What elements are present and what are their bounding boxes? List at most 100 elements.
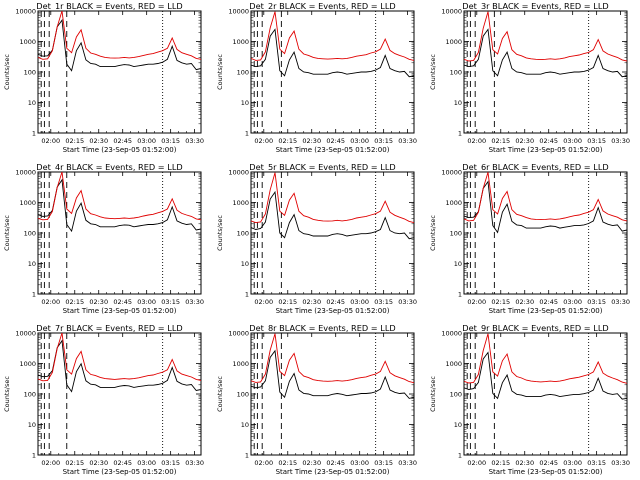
x-tick-label: 03:15	[374, 137, 393, 145]
panel-title: Det_5r BLACK = Events, RED = LLD	[249, 162, 395, 172]
x-tick-label: 02:45	[539, 298, 558, 306]
y-tick-label: 1000	[445, 199, 462, 207]
panel-det-6: Det_6r BLACK = Events, RED = LLD Start Ti…	[429, 162, 630, 315]
panel-title: Det_9r BLACK = Events, RED = LLD	[462, 323, 608, 333]
x-tick-label: 02:00	[41, 298, 60, 306]
x-tick-label: 03:15	[374, 298, 393, 306]
x-tick-label: 03:00	[563, 298, 582, 306]
x-tick-label: 02:15	[491, 298, 510, 306]
series-events-line	[251, 190, 414, 240]
x-tick-label: 02:00	[467, 459, 486, 467]
x-tick-label: 02:00	[254, 137, 273, 145]
x-tick-label: 02:30	[302, 298, 321, 306]
x-tick-label: 02:15	[65, 137, 84, 145]
y-axis-label: Counts/sec	[429, 215, 437, 251]
x-tick-label: 03:30	[611, 459, 630, 467]
y-tick-label: 10000	[15, 330, 36, 338]
y-tick-label: 1000	[232, 360, 249, 368]
x-tick-label: 02:30	[302, 459, 321, 467]
x-tick-label: 02:00	[254, 459, 273, 467]
y-tick-label: 1	[245, 452, 249, 460]
panel-title: Det_7r BLACK = Events, RED = LLD	[36, 323, 182, 333]
y-axis-label: Counts/sec	[3, 376, 11, 412]
y-tick-label: 1	[32, 452, 36, 460]
y-tick-label: 100	[450, 391, 462, 399]
y-tick-label: 100	[24, 230, 36, 238]
x-tick-label: 02:15	[278, 137, 297, 145]
panel-det-8: Det_8r BLACK = Events, RED = LLD Start Ti…	[216, 323, 417, 476]
y-tick-label: 10	[454, 99, 462, 107]
y-tick-label: 100	[237, 69, 249, 77]
y-tick-label: 1000	[232, 38, 249, 46]
x-axis-label: Start Time (23-Sep-05 01:52:00)	[276, 468, 390, 476]
series-lld-line	[38, 11, 201, 60]
x-tick-label: 03:15	[587, 298, 606, 306]
x-tick-label: 02:30	[89, 459, 108, 467]
x-axis-label: Start Time (23-Sep-05 01:52:00)	[489, 146, 603, 154]
series-lld-line	[38, 172, 201, 221]
x-tick-label: 02:45	[539, 137, 558, 145]
y-tick-label: 1	[32, 291, 36, 299]
x-tick-label: 02:00	[41, 137, 60, 145]
x-tick-label: 03:00	[137, 137, 156, 145]
y-tick-label: 1	[458, 291, 462, 299]
y-tick-label: 10	[241, 99, 249, 107]
panel-det-7: Det_7r BLACK = Events, RED = LLD Start Ti…	[3, 323, 204, 476]
x-tick-label: 02:15	[491, 137, 510, 145]
x-tick-label: 02:45	[326, 459, 345, 467]
y-tick-label: 1000	[19, 360, 36, 368]
x-tick-label: 02:45	[113, 298, 132, 306]
x-tick-label: 02:30	[515, 459, 534, 467]
x-tick-label: 03:30	[611, 298, 630, 306]
series-lld-line	[251, 172, 414, 224]
x-axis-label: Start Time (23-Sep-05 01:52:00)	[489, 468, 603, 476]
y-tick-label: 10000	[15, 8, 36, 16]
panel-det-1: Det_1r BLACK = Events, RED = LLD Start Ti…	[3, 1, 204, 154]
y-tick-label: 10	[28, 421, 36, 429]
x-tick-label: 03:00	[137, 298, 156, 306]
x-tick-label: 02:45	[113, 459, 132, 467]
y-tick-label: 1000	[19, 199, 36, 207]
x-axis-label: Start Time (23-Sep-05 01:52:00)	[276, 146, 390, 154]
series-events-line	[464, 28, 627, 78]
x-tick-label: 02:15	[278, 459, 297, 467]
y-tick-label: 100	[237, 391, 249, 399]
series-lld-line	[464, 11, 627, 62]
x-tick-label: 03:15	[161, 137, 180, 145]
x-tick-label: 03:00	[137, 459, 156, 467]
series-events-line	[251, 28, 414, 78]
y-axis-label: Counts/sec	[216, 54, 224, 90]
x-tick-label: 02:30	[89, 137, 108, 145]
panel-title: Det_4r BLACK = Events, RED = LLD	[36, 162, 182, 172]
x-tick-label: 03:30	[185, 298, 204, 306]
y-axis-label: Counts/sec	[3, 54, 11, 90]
y-axis-label: Counts/sec	[216, 215, 224, 251]
x-tick-label: 03:00	[350, 459, 369, 467]
y-tick-label: 1	[245, 130, 249, 138]
panel-det-9: Det_9r BLACK = Events, RED = LLD Start Ti…	[429, 323, 630, 476]
y-tick-label: 100	[450, 69, 462, 77]
y-tick-label: 10000	[228, 8, 249, 16]
x-tick-label: 03:00	[563, 137, 582, 145]
y-axis-label: Counts/sec	[3, 215, 11, 251]
panel-title: Det_2r BLACK = Events, RED = LLD	[249, 1, 395, 11]
x-tick-label: 03:00	[350, 137, 369, 145]
series-events-line	[38, 339, 201, 393]
panel-det-3: Det_3r BLACK = Events, RED = LLD Start Ti…	[429, 1, 630, 154]
x-axis-label: Start Time (23-Sep-05 01:52:00)	[489, 307, 603, 315]
y-tick-label: 10000	[441, 8, 462, 16]
x-tick-label: 02:30	[89, 298, 108, 306]
y-tick-label: 10	[454, 421, 462, 429]
x-tick-label: 02:30	[302, 137, 321, 145]
x-tick-label: 02:00	[467, 137, 486, 145]
y-tick-label: 1	[32, 130, 36, 138]
series-lld-line	[251, 333, 414, 384]
series-events-line	[38, 178, 201, 233]
y-tick-label: 10000	[441, 330, 462, 338]
x-tick-label: 03:15	[161, 298, 180, 306]
panel-det-4: Det_4r BLACK = Events, RED = LLD Start Ti…	[3, 162, 204, 315]
x-tick-label: 02:15	[278, 298, 297, 306]
panel-title: Det_8r BLACK = Events, RED = LLD	[249, 323, 395, 333]
